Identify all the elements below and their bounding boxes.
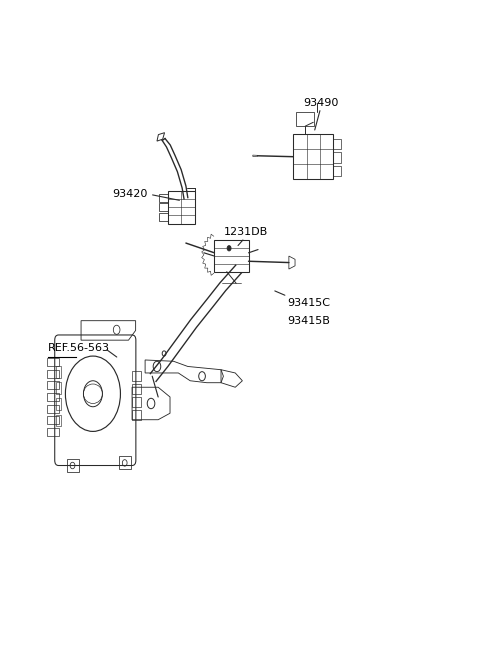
Bar <box>47 358 59 365</box>
Bar <box>334 166 341 176</box>
Bar <box>159 194 168 202</box>
Bar <box>215 240 249 272</box>
Bar <box>334 138 341 149</box>
Bar <box>296 112 314 126</box>
Bar <box>47 393 59 401</box>
Text: 1231DB: 1231DB <box>223 227 268 236</box>
Bar <box>132 371 141 381</box>
Bar <box>334 152 341 162</box>
Bar <box>67 459 79 472</box>
Bar <box>168 191 195 223</box>
Bar <box>132 410 141 420</box>
Bar <box>47 381 59 389</box>
Bar <box>47 428 59 436</box>
Text: 93420: 93420 <box>112 189 147 199</box>
Bar <box>119 457 131 470</box>
Bar <box>132 384 141 394</box>
Text: REF.56-563: REF.56-563 <box>48 343 110 353</box>
Bar <box>159 204 168 212</box>
Bar <box>159 213 168 221</box>
Text: 93490: 93490 <box>303 98 338 108</box>
Bar <box>47 369 59 377</box>
Bar <box>47 405 59 413</box>
Bar <box>293 134 334 179</box>
Text: 93415C: 93415C <box>288 298 330 309</box>
Text: 93415B: 93415B <box>288 316 330 326</box>
Circle shape <box>227 246 231 251</box>
Bar <box>47 417 59 424</box>
Bar <box>132 397 141 407</box>
